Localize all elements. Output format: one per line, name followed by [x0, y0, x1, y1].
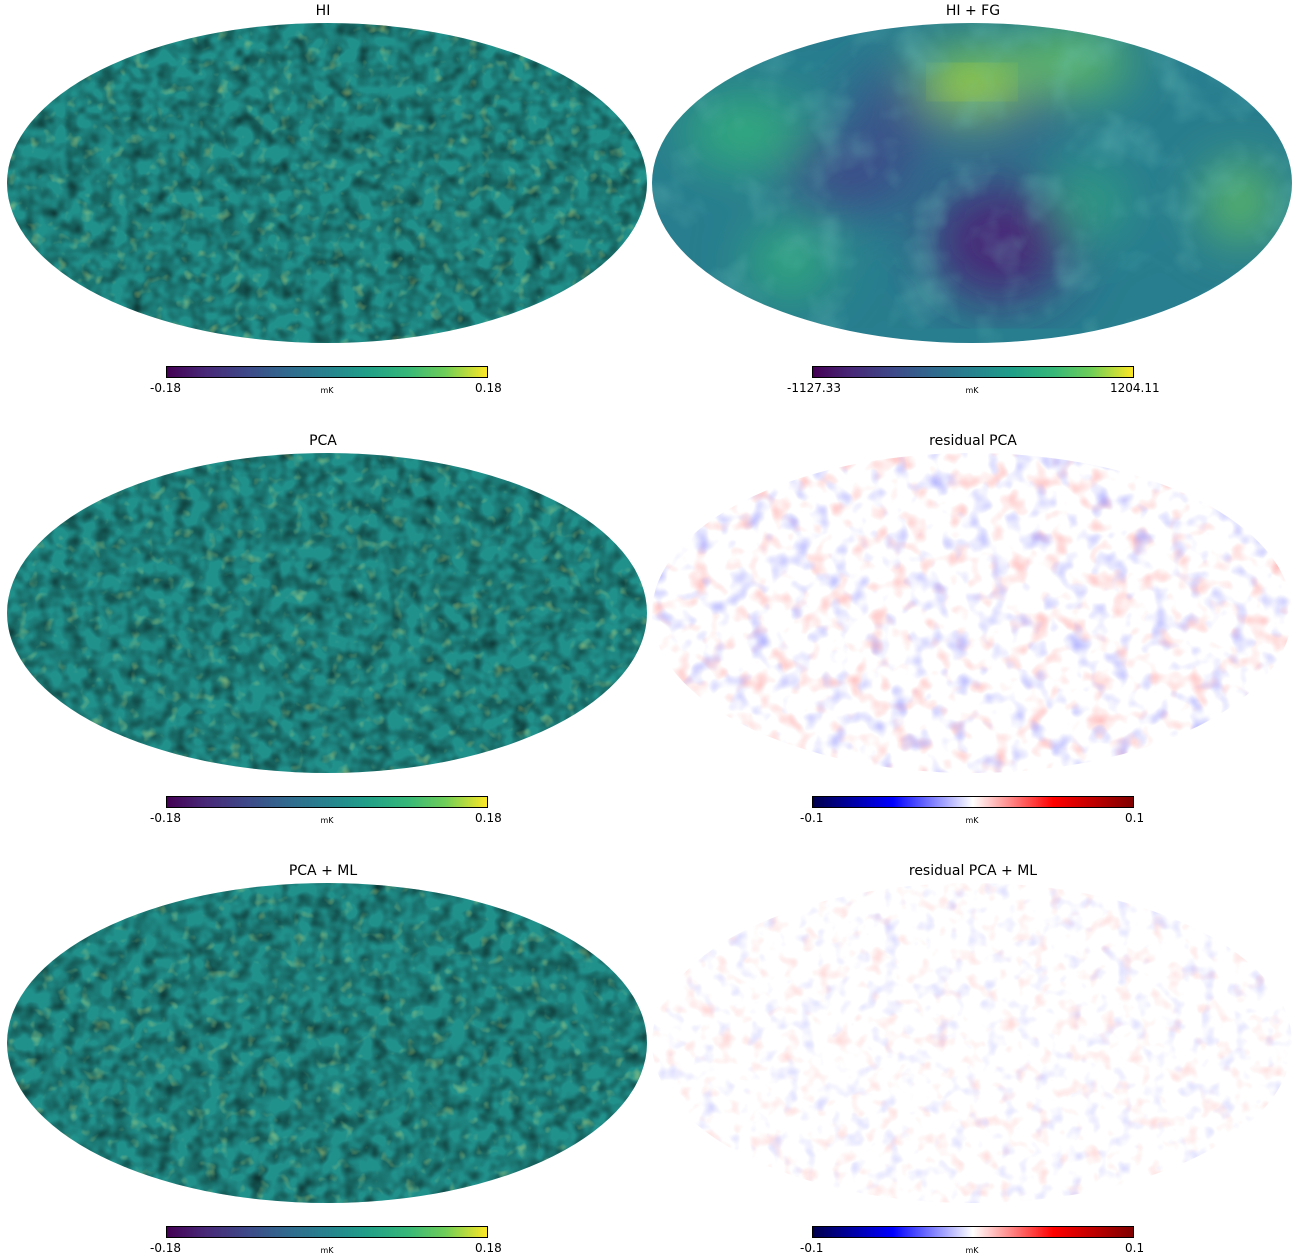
colorbar-unit-label: mK [320, 816, 334, 825]
panel-title: HI + FG [945, 3, 1001, 19]
colorbar-max-label: 0.1 [1125, 1241, 1145, 1255]
mollweide-map-hi [7, 23, 647, 343]
map-panel-pca-ml: PCA + ML -0.18 mK 0.18 [0, 860, 647, 1260]
colorbar [166, 366, 488, 378]
colorbar [166, 796, 488, 808]
colorbar [812, 366, 1134, 378]
colorbar-max-label: 0.18 [475, 1241, 502, 1255]
colorbar-min-label: -1127.33 [787, 381, 841, 395]
colorbar [812, 796, 1134, 808]
panel-title: residual PCA [929, 433, 1017, 449]
colorbar-min-label: -0.18 [150, 1241, 182, 1255]
colorbar-min-label: -0.18 [150, 381, 182, 395]
panel-title: PCA [309, 433, 337, 449]
colorbar [166, 1226, 488, 1238]
colorbar-unit-label: mK [965, 386, 979, 395]
colorbar-max-label: 0.18 [475, 381, 502, 395]
colorbar-max-label: 0.18 [475, 811, 502, 825]
map-panel-pca: PCA -0.18 mK 0.18 [0, 430, 647, 830]
colorbar-min-label: -0.1 [800, 1241, 824, 1255]
mollweide-map-pca-ml [7, 883, 647, 1203]
panel-title: HI [315, 3, 331, 19]
colorbar-min-label: -0.1 [800, 811, 824, 825]
colorbar-max-label: 1204.11 [1110, 381, 1160, 395]
panel-title: PCA + ML [288, 863, 358, 879]
panel-title: residual PCA + ML [908, 863, 1038, 879]
mollweide-map-residual-pca [652, 453, 1292, 773]
mollweide-map-residual-pca-ml [652, 883, 1292, 1203]
colorbar-unit-label: mK [320, 1246, 334, 1255]
map-panel-hi-fg: HI + FG [650, 0, 1296, 400]
colorbar [812, 1226, 1134, 1238]
mollweide-map-hi-fg [652, 23, 1292, 343]
map-panel-residual-pca: residual PCA -0.1 mK 0.1 [650, 430, 1296, 830]
colorbar-unit-label: mK [320, 386, 334, 395]
colorbar-max-label: 0.1 [1125, 811, 1145, 825]
colorbar-min-label: -0.18 [150, 811, 182, 825]
map-panel-hi: HI -0.18 mK 0.18 [0, 0, 647, 400]
map-panel-residual-pca-ml: residual PCA + ML -0.1 mK 0.1 [650, 860, 1296, 1260]
mollweide-map-pca [7, 453, 647, 773]
colorbar-unit-label: mK [965, 1246, 979, 1255]
colorbar-unit-label: mK [965, 816, 979, 825]
